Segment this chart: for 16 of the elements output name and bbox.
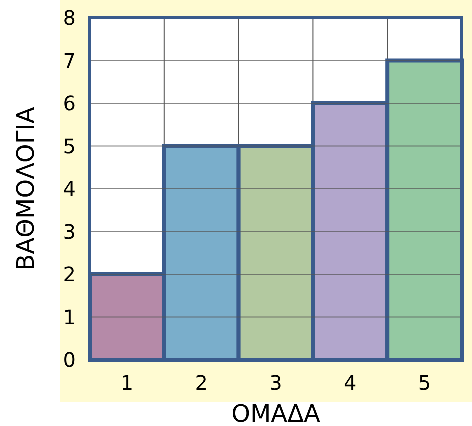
x-tick-label: 4 xyxy=(344,371,357,395)
y-tick-label: 3 xyxy=(63,220,76,244)
y-tick-label: 8 xyxy=(63,6,76,30)
y-tick-label: 6 xyxy=(63,92,76,116)
x-axis-title: ΟΜΑΔΑ xyxy=(232,400,322,426)
y-tick-label: 0 xyxy=(63,348,76,372)
y-axis-title: ΒΑΘΜΟΛΟΓΙΑ xyxy=(12,106,40,271)
y-tick-label: 4 xyxy=(63,177,76,201)
y-tick-label: 5 xyxy=(63,134,76,158)
x-tick-label: 2 xyxy=(195,371,208,395)
x-tick-label: 3 xyxy=(270,371,282,395)
y-tick-label: 7 xyxy=(63,48,76,73)
x-tick-label: 5 xyxy=(418,371,432,395)
y-tick-label: 1 xyxy=(63,305,76,330)
x-tick-label: 1 xyxy=(120,371,134,395)
y-tick-label: 2 xyxy=(63,262,76,286)
